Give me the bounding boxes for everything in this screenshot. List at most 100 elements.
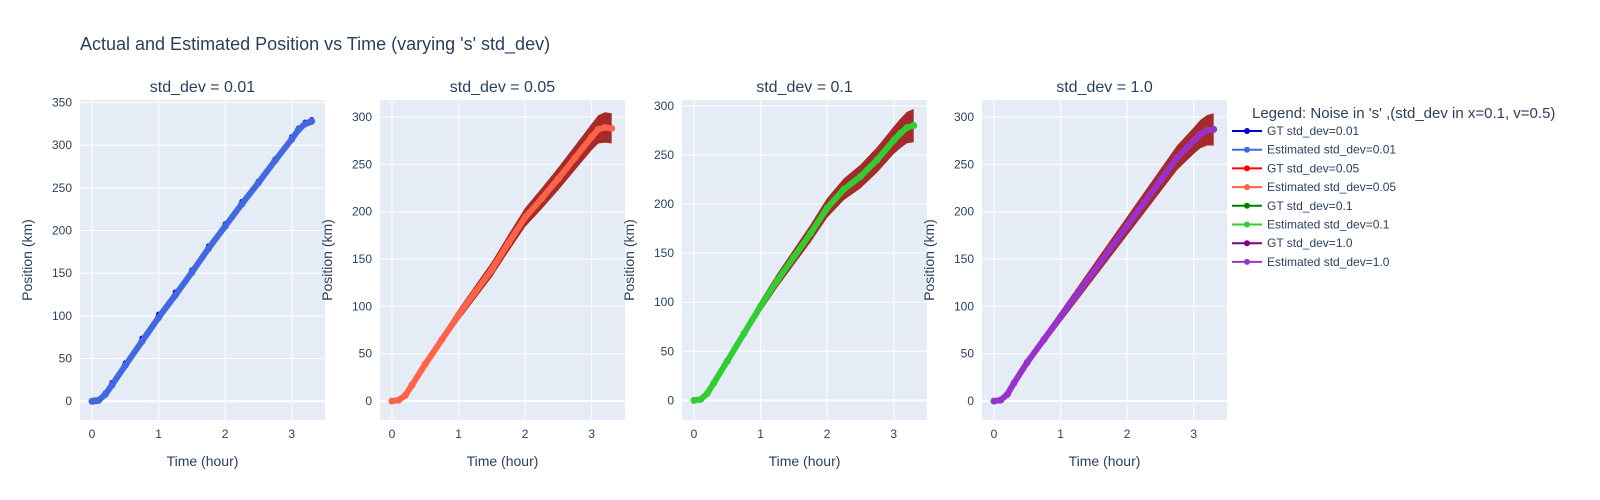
data-point — [873, 156, 881, 164]
legend: Legend: Noise in 's' ,(std_dev in x=0.1,… — [1232, 105, 1555, 269]
legend-item[interactable]: Estimated std_dev=0.1 — [1232, 218, 1390, 232]
x-tick-label: 2 — [522, 427, 529, 441]
y-tick-label: 100 — [654, 295, 674, 309]
legend-item[interactable]: GT std_dev=0.05 — [1232, 161, 1360, 175]
legend-marker-icon — [1244, 202, 1250, 209]
data-point — [594, 125, 602, 133]
y-tick-label: 250 — [352, 157, 372, 171]
y-tick-label: 250 — [52, 181, 72, 195]
legend-label: GT std_dev=0.05 — [1267, 161, 1360, 175]
data-point — [1106, 245, 1114, 253]
data-point — [896, 129, 904, 137]
data-point — [790, 253, 798, 261]
legend-marker-icon — [1244, 240, 1250, 247]
data-point — [388, 397, 396, 405]
data-layer — [690, 108, 918, 404]
y-tick-label: 200 — [52, 224, 72, 238]
data-point — [1010, 379, 1018, 387]
legend-item[interactable]: GT std_dev=0.01 — [1232, 124, 1360, 138]
y-tick-label: 0 — [967, 394, 974, 408]
data-point — [571, 154, 579, 162]
y-tick-label: 350 — [52, 96, 72, 110]
data-point — [138, 337, 146, 345]
data-point — [395, 396, 403, 404]
x-tick-label: 3 — [588, 427, 595, 441]
data-layer — [88, 117, 316, 405]
data-point — [1203, 126, 1211, 134]
x-tick-label: 1 — [155, 427, 162, 441]
data-point — [108, 381, 116, 389]
x-tick-label: 1 — [757, 427, 764, 441]
data-point — [710, 379, 718, 387]
data-point — [806, 229, 814, 237]
data-point — [1090, 267, 1098, 275]
data-point — [697, 395, 705, 403]
data-point — [221, 222, 229, 230]
x-tick-label: 2 — [824, 427, 831, 441]
data-point — [903, 123, 911, 131]
legend-item[interactable]: Estimated std_dev=0.05 — [1232, 180, 1396, 194]
legend-label: Estimated std_dev=0.1 — [1267, 218, 1390, 232]
subplot-1: 0 1 2 3 0 50 100 150 200 250 300 350 std_dev = 0.01 T… — [19, 79, 325, 469]
x-axis-title: Time (hour) — [167, 453, 239, 469]
legend-item[interactable]: Estimated std_dev=0.01 — [1232, 143, 1396, 157]
legend-item[interactable]: GT std_dev=1.0 — [1232, 236, 1353, 250]
subplot-title: std_dev = 0.01 — [150, 79, 256, 96]
data-point — [238, 200, 246, 208]
figure-title: Actual and Estimated Position vs Time (v… — [80, 34, 550, 55]
y-tick-label: 0 — [365, 394, 372, 408]
y-axis-title: Position (km) — [621, 219, 637, 301]
data-point — [301, 120, 309, 128]
data-point — [690, 396, 698, 404]
y-tick-label: 0 — [65, 394, 72, 408]
data-point — [504, 239, 512, 247]
data-point — [538, 194, 546, 202]
y-tick-label: 300 — [352, 110, 372, 124]
data-point — [408, 381, 416, 389]
data-point — [1173, 154, 1181, 162]
legend-item[interactable]: Estimated std_dev=1.0 — [1232, 255, 1390, 269]
y-tick-label: 150 — [352, 252, 372, 266]
data-point — [601, 123, 609, 131]
data-point — [308, 117, 316, 125]
legend-marker-icon — [1244, 184, 1250, 191]
data-point — [840, 185, 848, 193]
x-tick-label: 2 — [1124, 427, 1131, 441]
x-tick-label: 1 — [455, 427, 462, 441]
data-point — [890, 136, 898, 144]
subplot-title: std_dev = 1.0 — [1056, 79, 1153, 96]
y-tick-label: 250 — [654, 148, 674, 162]
legend-label: Estimated std_dev=0.05 — [1267, 180, 1396, 194]
y-axis-title: Position (km) — [319, 219, 335, 301]
data-point — [997, 396, 1005, 404]
data-point — [488, 265, 496, 273]
y-tick-label: 50 — [59, 352, 73, 366]
data-point — [171, 291, 179, 299]
data-point — [521, 213, 529, 221]
data-point — [1140, 199, 1148, 207]
x-tick-label: 3 — [1190, 427, 1197, 441]
data-point — [1057, 313, 1065, 321]
x-tick-label: 3 — [288, 427, 295, 441]
data-point — [455, 311, 463, 319]
legend-item[interactable]: GT std_dev=0.1 — [1232, 199, 1353, 213]
y-tick-label: 300 — [52, 138, 72, 152]
y-tick-label: 250 — [954, 157, 974, 171]
data-point — [1156, 176, 1164, 184]
data-point — [554, 175, 562, 183]
x-tick-label: 0 — [89, 427, 96, 441]
x-axis-title: Time (hour) — [769, 453, 841, 469]
x-axis-title: Time (hour) — [467, 453, 539, 469]
data-point — [823, 204, 831, 212]
data-point — [1210, 125, 1218, 133]
subplot-4: 0 1 2 3 0 50 100 150 200 250 300 std_dev = 1.0 Time … — [921, 79, 1227, 469]
y-tick-label: 100 — [954, 299, 974, 313]
y-tick-label: 0 — [667, 393, 674, 407]
data-point — [757, 302, 765, 310]
data-point — [1123, 222, 1131, 230]
data-point — [990, 397, 998, 405]
data-point — [121, 361, 129, 369]
data-point — [95, 396, 103, 404]
y-tick-label: 50 — [661, 344, 675, 358]
